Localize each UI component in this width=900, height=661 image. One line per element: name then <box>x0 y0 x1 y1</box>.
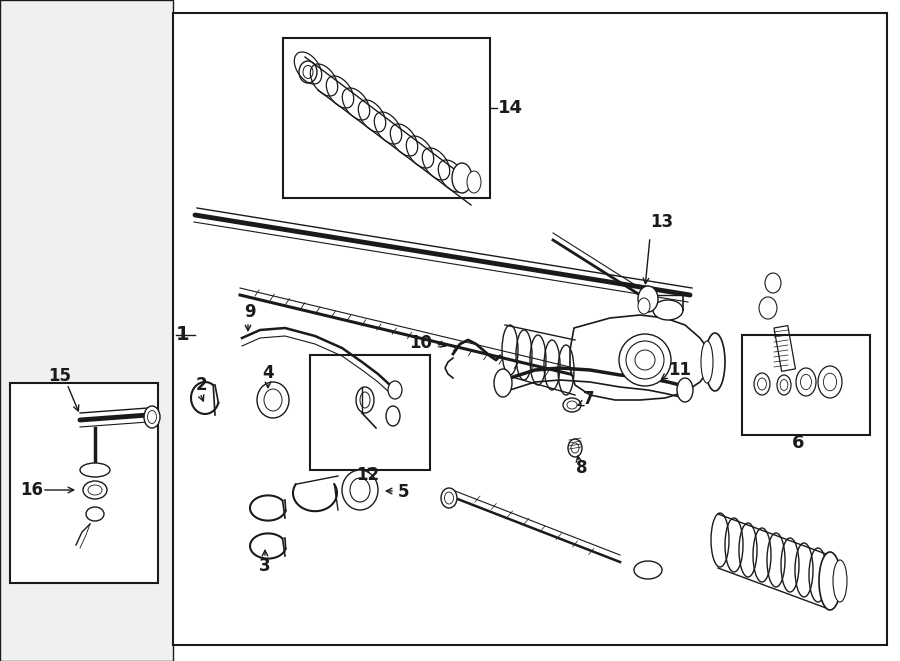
Text: 3: 3 <box>259 557 271 575</box>
Text: 10: 10 <box>409 334 432 352</box>
Text: 16: 16 <box>20 481 43 499</box>
Ellipse shape <box>467 171 481 193</box>
Ellipse shape <box>264 389 282 411</box>
Ellipse shape <box>441 488 457 508</box>
Bar <box>774 326 796 371</box>
Polygon shape <box>570 315 710 400</box>
Text: 6: 6 <box>792 434 805 452</box>
Ellipse shape <box>257 382 289 418</box>
Bar <box>173 13 887 645</box>
Ellipse shape <box>445 492 454 504</box>
Text: 5: 5 <box>398 483 410 501</box>
Ellipse shape <box>638 286 658 312</box>
Text: 8: 8 <box>576 459 588 477</box>
Ellipse shape <box>634 561 662 579</box>
Text: 11: 11 <box>668 361 691 379</box>
Ellipse shape <box>677 378 693 402</box>
Ellipse shape <box>342 470 378 510</box>
Ellipse shape <box>701 341 713 383</box>
Text: 14: 14 <box>498 99 523 117</box>
Text: 7: 7 <box>583 390 595 408</box>
Ellipse shape <box>148 410 157 424</box>
Text: 13: 13 <box>650 213 673 231</box>
Bar <box>742 335 870 435</box>
Bar <box>10 383 158 583</box>
Text: 12: 12 <box>356 466 380 484</box>
Ellipse shape <box>833 560 847 602</box>
Text: 1: 1 <box>176 325 190 344</box>
Ellipse shape <box>452 163 472 193</box>
Text: 2: 2 <box>196 376 208 394</box>
Ellipse shape <box>653 300 683 320</box>
Ellipse shape <box>619 334 671 386</box>
Ellipse shape <box>705 333 725 391</box>
Ellipse shape <box>144 406 160 428</box>
Ellipse shape <box>494 369 512 397</box>
Text: 4: 4 <box>262 364 274 382</box>
Text: 15: 15 <box>49 367 71 385</box>
Ellipse shape <box>638 298 650 314</box>
Text: 9: 9 <box>244 303 256 321</box>
Ellipse shape <box>350 478 370 502</box>
Bar <box>283 38 490 198</box>
Ellipse shape <box>563 398 581 412</box>
Ellipse shape <box>819 552 841 610</box>
Bar <box>0 0 173 661</box>
Bar <box>310 355 430 470</box>
Ellipse shape <box>80 463 110 477</box>
Ellipse shape <box>388 381 402 399</box>
